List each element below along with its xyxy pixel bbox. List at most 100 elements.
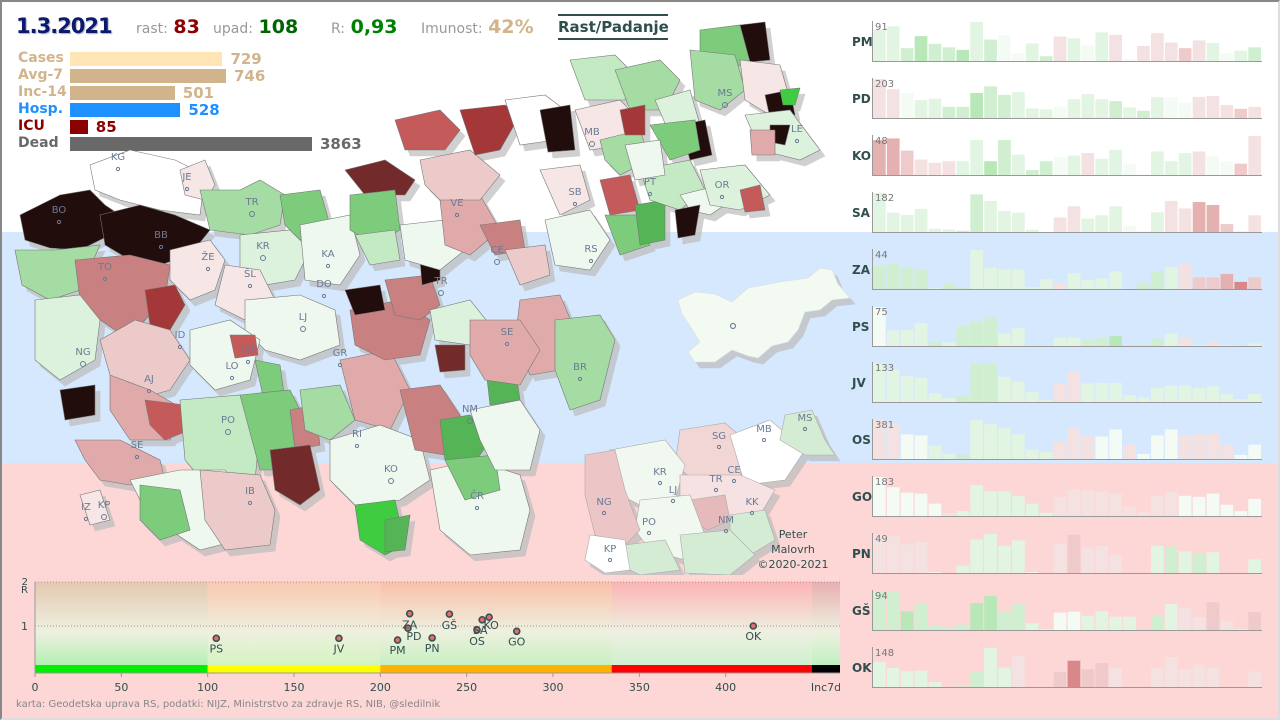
sparkline-bar [984, 491, 997, 517]
municipality-shape[interactable] [739, 21, 771, 63]
region-shape-kp[interactable] [584, 534, 631, 574]
municipality-label: BB [154, 230, 168, 241]
municipality-shape[interactable] [229, 334, 259, 359]
sparkline-max-label: 183 [875, 477, 894, 488]
municipality-shape[interactable] [554, 314, 616, 411]
scatter-point-pd[interactable] [404, 624, 412, 633]
municipality-shape[interactable] [544, 209, 611, 271]
municipality-shape[interactable] [384, 514, 411, 553]
municipality-shape[interactable] [539, 104, 576, 153]
sparkline-bar [1123, 58, 1136, 61]
municipality-shape[interactable] [624, 139, 666, 181]
municipality-shape[interactable] [269, 444, 321, 506]
municipality-shape[interactable] [34, 294, 101, 381]
municipality-shape[interactable] [344, 159, 416, 196]
sparkline-bar [1164, 492, 1178, 517]
municipality-shape[interactable] [739, 184, 766, 213]
scatter-point-ko[interactable] [485, 613, 493, 622]
region-shape-ms[interactable] [779, 409, 836, 456]
scatter-point-os[interactable] [473, 626, 481, 634]
sparkline-max-label: 133 [875, 363, 894, 374]
municipality-shape[interactable] [169, 239, 226, 301]
municipality-label: BO [52, 205, 67, 216]
sparkline-bar [1248, 135, 1261, 175]
sparkline-bar [984, 160, 997, 175]
sparkline-bar [928, 393, 942, 403]
rast-value: 83 [173, 16, 200, 38]
scatter-point-za[interactable] [405, 609, 414, 618]
municipality-marker [325, 263, 331, 269]
municipality-shape[interactable] [79, 489, 111, 526]
region-marker [761, 437, 767, 443]
municipality-shape[interactable] [779, 87, 801, 106]
sparkline-bar [1109, 493, 1122, 517]
municipality-shape[interactable] [59, 384, 96, 421]
municipality-label: MB [584, 127, 600, 138]
region-shape-nm[interactable] [679, 529, 756, 575]
municipality-marker [134, 454, 140, 460]
municipality-shape[interactable] [434, 344, 466, 373]
scatter-point-ps[interactable] [212, 634, 221, 643]
municipality-shape[interactable] [599, 174, 641, 216]
municipality-label: KP [98, 500, 111, 511]
municipality-shape[interactable] [674, 204, 701, 239]
stat-value: 85 [95, 118, 117, 136]
scatter-point-jv[interactable] [335, 634, 343, 643]
rast-padanje-button[interactable]: Rast/Padanje [558, 14, 669, 40]
sparkline-pd: 203 [872, 77, 1262, 119]
municipality-shape[interactable] [299, 384, 356, 441]
sparkline-bar [942, 283, 956, 289]
municipality-shape[interactable] [504, 244, 551, 286]
sparkline-bar [900, 214, 914, 232]
region-map: SG MB MS KR CE TR LJ NG KK PO NM KP [584, 409, 836, 575]
sparkline-bar [1067, 428, 1081, 460]
municipality-shape[interactable] [139, 484, 191, 541]
sparkline-bar [970, 193, 983, 232]
sparkline-bar [1025, 623, 1039, 630]
sparkline-bar [873, 363, 886, 403]
scatter-point-gš[interactable] [445, 610, 454, 618]
scatter-point-ok[interactable] [749, 622, 758, 630]
scatter-point-go[interactable] [512, 627, 521, 636]
municipality-shape[interactable] [444, 454, 501, 501]
municipality-label: TR [244, 197, 258, 208]
region-shape-ng[interactable] [584, 449, 641, 546]
region-marker [802, 426, 808, 432]
municipality-shape[interactable] [619, 104, 646, 136]
sparkline-ps: 75 [872, 305, 1262, 347]
municipality-shape[interactable] [344, 284, 386, 316]
municipality-shape[interactable] [299, 214, 361, 286]
scatter-point-pn[interactable] [428, 634, 436, 642]
region-marker [731, 478, 737, 484]
municipality-shape[interactable] [749, 129, 776, 156]
scatter-point-sa[interactable] [478, 616, 487, 624]
sparkline-bar [1053, 671, 1067, 687]
municipality-label: TO [97, 262, 112, 273]
municipality-shape[interactable] [689, 49, 746, 111]
municipality-shape[interactable] [329, 424, 431, 506]
municipality-shape[interactable] [394, 109, 461, 151]
municipality-label: KR [256, 241, 270, 252]
municipality-shape[interactable] [419, 149, 501, 201]
municipality-shape[interactable] [354, 229, 401, 266]
municipality-shape[interactable] [199, 469, 276, 551]
municipality-marker [177, 344, 183, 350]
sparkline-bar [1109, 335, 1122, 346]
sparkline-bar [1109, 34, 1122, 61]
municipality-shape[interactable] [144, 399, 191, 441]
municipality-shape[interactable] [459, 104, 521, 156]
scatter-point-pm[interactable] [393, 636, 402, 644]
municipality-shape[interactable] [144, 284, 186, 331]
stat-label: Hosp. [18, 101, 64, 117]
municipality-shape[interactable] [539, 164, 591, 216]
municipality-shape[interactable] [244, 294, 341, 361]
municipality-shape[interactable] [89, 149, 206, 216]
municipality-shape[interactable] [469, 319, 541, 386]
sparkline-bar [1220, 504, 1234, 517]
sparkline-bar [998, 491, 1011, 517]
municipality-shape[interactable] [634, 199, 666, 246]
municipality-shape[interactable] [649, 119, 701, 161]
municipality-marker [504, 341, 510, 347]
sparkline-bar [914, 159, 928, 175]
x-tick-label: 150 [284, 681, 305, 694]
